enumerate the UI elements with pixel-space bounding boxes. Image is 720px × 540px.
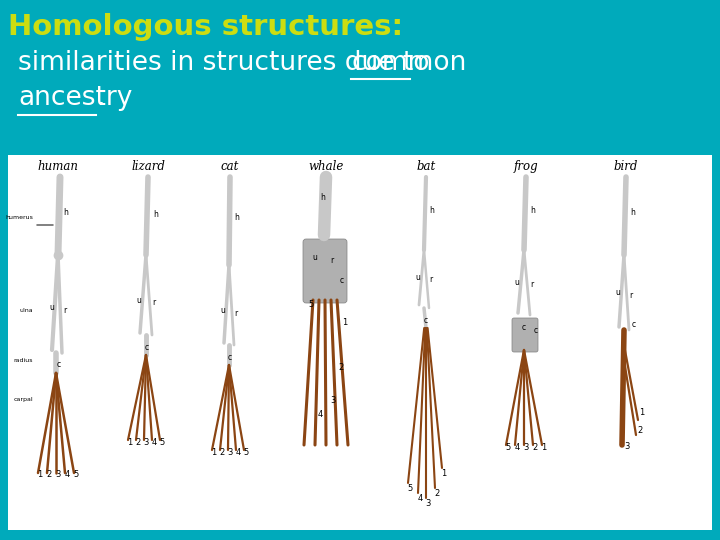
Text: 5: 5 xyxy=(308,300,313,309)
Text: human: human xyxy=(37,160,78,173)
Text: lizard: lizard xyxy=(131,160,165,173)
Text: u: u xyxy=(615,288,620,297)
Text: 2: 2 xyxy=(46,470,52,479)
Text: .: . xyxy=(96,85,105,111)
FancyBboxPatch shape xyxy=(303,239,347,303)
Text: c: c xyxy=(228,353,232,362)
Text: 4: 4 xyxy=(318,410,323,419)
Text: 3: 3 xyxy=(523,443,528,452)
Text: 2: 2 xyxy=(220,448,225,457)
Text: 5: 5 xyxy=(243,448,248,457)
Text: radius: radius xyxy=(14,357,33,362)
Text: c: c xyxy=(522,323,526,332)
Text: 3: 3 xyxy=(228,448,233,457)
Text: h: h xyxy=(234,213,239,222)
Text: h: h xyxy=(320,193,325,202)
Text: 4: 4 xyxy=(514,443,520,452)
Text: u: u xyxy=(136,296,141,305)
Text: 4: 4 xyxy=(418,494,423,503)
Text: 5: 5 xyxy=(73,470,78,479)
Text: u: u xyxy=(514,278,519,287)
Text: h: h xyxy=(630,208,635,217)
Text: 1: 1 xyxy=(541,443,546,452)
Bar xyxy=(8,155,712,530)
Text: 1: 1 xyxy=(342,318,347,327)
Text: 5: 5 xyxy=(505,443,510,452)
Text: carpal: carpal xyxy=(14,397,33,402)
Text: 4: 4 xyxy=(64,470,70,479)
Text: r: r xyxy=(330,256,333,265)
Text: u: u xyxy=(49,303,54,312)
Text: ulna: ulna xyxy=(19,307,33,313)
Text: 1: 1 xyxy=(127,438,132,447)
Text: 4: 4 xyxy=(235,448,240,457)
Text: 5: 5 xyxy=(159,438,165,447)
Text: u: u xyxy=(415,273,420,282)
Text: 3: 3 xyxy=(330,396,336,405)
Text: 3: 3 xyxy=(624,442,629,451)
Text: u: u xyxy=(312,253,317,262)
Text: 1: 1 xyxy=(441,469,446,478)
Text: r: r xyxy=(152,298,156,307)
Text: Homologous structures:: Homologous structures: xyxy=(8,13,403,41)
Text: 2: 2 xyxy=(338,363,343,372)
Text: 5: 5 xyxy=(408,484,413,493)
Text: 3: 3 xyxy=(426,499,431,508)
Text: 1: 1 xyxy=(639,408,644,417)
Text: 3: 3 xyxy=(55,470,60,479)
Text: common: common xyxy=(351,50,467,76)
Text: 2: 2 xyxy=(532,443,538,452)
Text: 2: 2 xyxy=(135,438,140,447)
Text: c: c xyxy=(145,343,149,352)
Text: 1: 1 xyxy=(37,470,42,479)
Text: humerus: humerus xyxy=(5,215,33,220)
Text: bat: bat xyxy=(416,160,436,173)
Text: similarities in structures due to: similarities in structures due to xyxy=(18,50,438,76)
Text: c: c xyxy=(424,316,428,325)
Text: 2: 2 xyxy=(434,489,440,498)
Text: r: r xyxy=(63,306,66,315)
Text: bird: bird xyxy=(614,160,638,173)
Text: whale: whale xyxy=(308,160,343,173)
Text: r: r xyxy=(234,309,238,318)
Text: h: h xyxy=(63,208,68,217)
Text: h: h xyxy=(153,210,158,219)
Text: r: r xyxy=(429,275,432,284)
Text: r: r xyxy=(629,291,632,300)
Text: c: c xyxy=(340,276,344,285)
Text: c: c xyxy=(57,360,61,369)
Text: 1: 1 xyxy=(212,448,217,457)
Text: r: r xyxy=(530,280,534,289)
Text: cat: cat xyxy=(221,160,239,173)
FancyBboxPatch shape xyxy=(512,318,538,352)
Text: 4: 4 xyxy=(151,438,157,447)
Text: ancestry: ancestry xyxy=(18,85,132,111)
Text: u: u xyxy=(220,306,225,315)
Text: 3: 3 xyxy=(143,438,149,447)
Text: frog: frog xyxy=(513,160,539,173)
Text: h: h xyxy=(429,206,434,215)
Text: h: h xyxy=(530,206,535,215)
Text: c: c xyxy=(534,326,538,335)
Text: c: c xyxy=(632,320,636,329)
Text: 2: 2 xyxy=(637,426,642,435)
